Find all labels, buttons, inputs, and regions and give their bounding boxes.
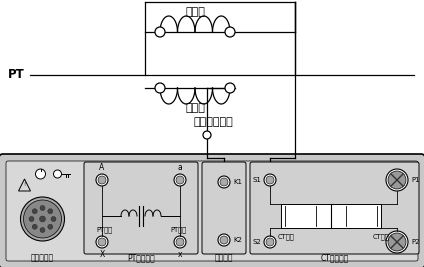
Circle shape	[203, 131, 211, 139]
Text: K2: K2	[233, 237, 242, 243]
Circle shape	[225, 27, 235, 37]
Circle shape	[386, 231, 408, 253]
Circle shape	[48, 209, 53, 214]
Circle shape	[53, 170, 61, 178]
Circle shape	[388, 233, 406, 251]
Circle shape	[155, 27, 165, 37]
Circle shape	[176, 176, 184, 184]
Text: CT變比極性: CT變比極性	[320, 253, 349, 262]
Circle shape	[220, 178, 228, 186]
Circle shape	[98, 176, 106, 184]
FancyBboxPatch shape	[0, 154, 424, 267]
Circle shape	[266, 176, 274, 184]
Circle shape	[264, 236, 276, 248]
Text: CT二次: CT二次	[278, 233, 295, 239]
Circle shape	[29, 217, 34, 222]
Text: PT一次: PT一次	[96, 227, 112, 233]
Circle shape	[220, 236, 228, 244]
Text: !: !	[23, 183, 25, 187]
Bar	[281, 204, 381, 228]
Circle shape	[96, 174, 108, 186]
Text: 接互感器外殼: 接互感器外殼	[193, 117, 233, 127]
Circle shape	[32, 209, 37, 214]
Text: 一次側: 一次側	[185, 103, 205, 113]
Text: P1: P1	[411, 177, 420, 183]
Circle shape	[39, 216, 45, 222]
Text: PT變比極性: PT變比極性	[127, 253, 155, 262]
Circle shape	[98, 238, 106, 246]
Circle shape	[174, 236, 186, 248]
Circle shape	[218, 234, 230, 246]
Circle shape	[155, 83, 165, 93]
Circle shape	[32, 224, 37, 229]
Text: S1: S1	[252, 177, 261, 183]
Text: P2: P2	[411, 239, 419, 245]
Text: 二次側: 二次側	[185, 7, 205, 17]
Text: a: a	[178, 163, 182, 172]
Circle shape	[96, 236, 108, 248]
Circle shape	[40, 206, 45, 210]
Text: 伏安特性: 伏安特性	[215, 253, 233, 262]
Text: S2: S2	[252, 239, 261, 245]
Circle shape	[48, 224, 53, 229]
Text: x: x	[178, 250, 182, 259]
Circle shape	[386, 169, 408, 191]
Circle shape	[388, 171, 406, 189]
Circle shape	[225, 83, 235, 93]
FancyBboxPatch shape	[6, 161, 418, 261]
Text: CT一次: CT一次	[372, 233, 389, 239]
Circle shape	[218, 176, 230, 188]
Text: PT: PT	[8, 69, 25, 81]
Circle shape	[36, 169, 45, 179]
Circle shape	[20, 197, 64, 241]
Circle shape	[51, 217, 56, 222]
Circle shape	[174, 174, 186, 186]
Text: X: X	[99, 250, 105, 259]
FancyBboxPatch shape	[84, 162, 198, 254]
Text: PT二次: PT二次	[170, 227, 186, 233]
Circle shape	[23, 200, 61, 238]
Text: K1: K1	[233, 179, 242, 185]
FancyBboxPatch shape	[202, 162, 246, 254]
FancyBboxPatch shape	[250, 162, 419, 254]
Circle shape	[264, 174, 276, 186]
Circle shape	[266, 238, 274, 246]
Text: A: A	[99, 163, 105, 172]
Circle shape	[40, 227, 45, 233]
Text: 外接測量口: 外接測量口	[31, 253, 54, 262]
Circle shape	[176, 238, 184, 246]
